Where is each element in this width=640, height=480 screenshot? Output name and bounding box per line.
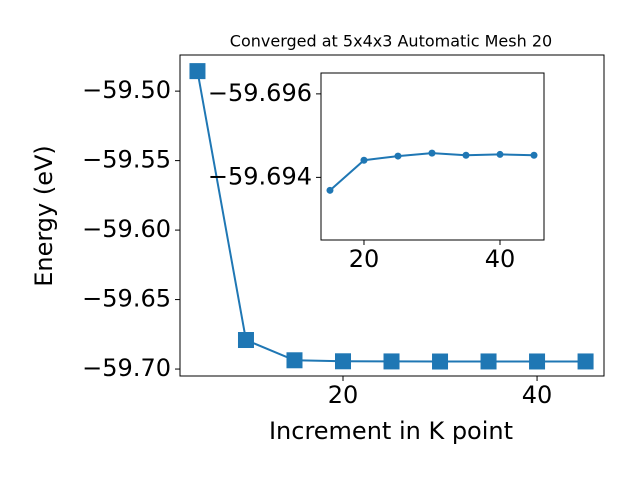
data-point: [360, 156, 368, 164]
data-point: [462, 151, 470, 159]
axes-frame: [320, 72, 545, 241]
y-tick-label: −59.70: [82, 354, 171, 382]
x-axis-label: Increment in K point: [269, 417, 513, 445]
data-point: [335, 353, 352, 370]
data-point: [286, 352, 303, 369]
axes-frame: [179, 54, 605, 377]
x-tick-label: 40: [522, 381, 553, 409]
data-point: [530, 151, 538, 159]
x-tick-label: 20: [328, 381, 359, 409]
y-tick-label: −59.55: [82, 146, 171, 174]
data-point: [428, 149, 436, 157]
data-point: [189, 63, 206, 80]
data-point: [394, 152, 402, 160]
y-tick-label: −59.694: [208, 162, 312, 190]
y-tick-label: −59.60: [82, 215, 171, 243]
y-tick-label: −59.696: [208, 79, 312, 107]
y-axis-label: Energy (eV): [30, 145, 58, 287]
x-tick-label: 20: [349, 245, 380, 273]
data-point: [383, 353, 400, 370]
chart-title: Converged at 5x4x3 Automatic Mesh 20: [230, 32, 552, 51]
x-tick-label: 40: [485, 245, 516, 273]
data-point: [577, 353, 594, 370]
data-point: [496, 150, 504, 158]
y-tick-label: −59.65: [82, 285, 171, 313]
data-point: [432, 353, 449, 370]
data-point: [480, 353, 497, 370]
y-tick-label: −59.50: [82, 76, 171, 104]
data-point: [326, 186, 334, 194]
data-point: [529, 353, 546, 370]
data-point: [237, 332, 254, 349]
